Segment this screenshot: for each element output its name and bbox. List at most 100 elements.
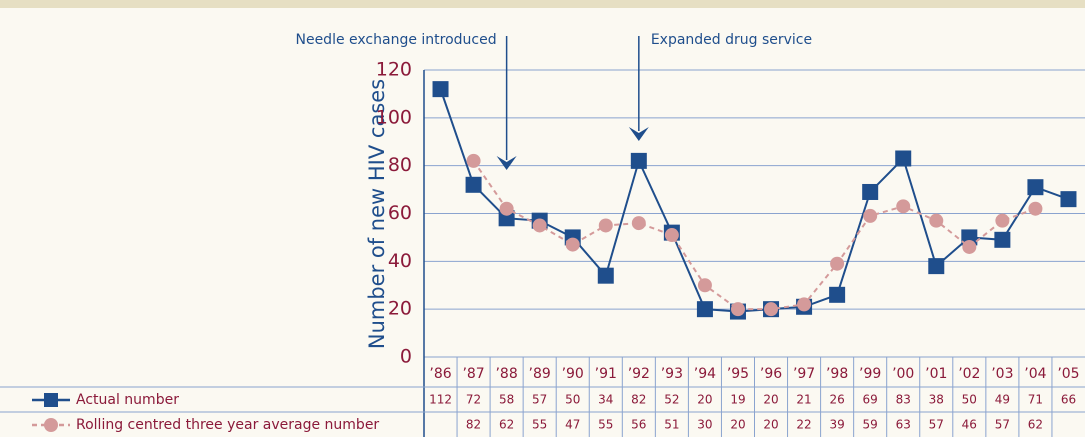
value-label: 20	[763, 393, 778, 407]
marker	[597, 267, 614, 284]
legend-label: Actual number	[76, 392, 179, 408]
value-label: 63	[896, 418, 911, 432]
value-label: 56	[631, 418, 646, 432]
x-tick-label: ’03	[991, 366, 1013, 382]
x-tick-label: ’99	[859, 366, 881, 382]
y-tick-label: 0	[400, 346, 412, 368]
marker	[994, 231, 1011, 248]
legend-marker	[44, 418, 58, 432]
marker	[630, 152, 647, 169]
top-band	[0, 0, 1085, 8]
value-label: 69	[863, 393, 878, 407]
y-tick-label: 20	[388, 298, 412, 320]
x-tick-label: ’05	[1057, 366, 1079, 382]
marker	[565, 237, 580, 252]
x-tick-label: ’96	[760, 366, 782, 382]
value-label: 72	[466, 393, 481, 407]
legend-label: Rolling centred three year average numbe…	[76, 417, 379, 433]
value-label: 20	[730, 418, 745, 432]
value-label: 62	[499, 418, 514, 432]
x-tick-label: ’87	[462, 366, 484, 382]
value-label: 34	[598, 393, 613, 407]
marker	[1028, 201, 1043, 216]
value-label: 51	[664, 418, 679, 432]
series-line	[472, 160, 1036, 311]
annotation-arrowhead	[628, 127, 649, 141]
x-tick-label: ’92	[628, 366, 650, 382]
marker	[929, 213, 944, 228]
x-tick-label: ’88	[495, 366, 517, 382]
x-tick-label: ’90	[562, 366, 584, 382]
value-label: 57	[929, 418, 944, 432]
marker	[895, 150, 912, 167]
value-label: 50	[565, 393, 580, 407]
marker	[664, 228, 679, 243]
marker	[466, 153, 481, 168]
marker	[830, 256, 845, 271]
annotation-arrowhead	[496, 156, 517, 170]
y-tick-label: 80	[388, 154, 412, 176]
legend-marker	[44, 393, 58, 407]
value-label: 20	[763, 418, 778, 432]
y-axis-label: Number of new HIV cases	[365, 79, 389, 349]
marker	[862, 183, 879, 200]
annotation: Expanded drug service	[651, 32, 812, 48]
value-label: 62	[1028, 418, 1043, 432]
value-label: 26	[829, 393, 844, 407]
value-label: 82	[631, 393, 646, 407]
y-tick-label: 60	[388, 202, 412, 224]
x-tick-label: ’97	[793, 366, 815, 382]
marker	[764, 302, 779, 317]
x-tick-label: ’89	[529, 366, 551, 382]
marker	[432, 81, 449, 98]
value-label: 39	[829, 418, 844, 432]
x-tick-label: ’95	[727, 366, 749, 382]
value-label: 66	[1061, 393, 1076, 407]
marker	[896, 199, 911, 214]
value-label: 22	[796, 418, 811, 432]
marker	[829, 286, 846, 303]
value-label: 59	[863, 418, 878, 432]
value-label: 46	[962, 418, 977, 432]
x-tick-label: ’93	[661, 366, 683, 382]
marker	[995, 213, 1010, 228]
value-label: 50	[962, 393, 977, 407]
value-label: 112	[429, 393, 452, 407]
marker	[928, 258, 945, 275]
x-tick-label: ’94	[694, 366, 716, 382]
marker	[962, 239, 977, 254]
marker	[797, 297, 812, 312]
value-label: 55	[532, 418, 547, 432]
value-label: 57	[532, 393, 547, 407]
value-label: 19	[730, 393, 745, 407]
marker	[863, 208, 878, 223]
x-tick-label: ’86	[429, 366, 451, 382]
marker	[532, 218, 547, 233]
value-label: 38	[929, 393, 944, 407]
x-tick-label: ’01	[925, 366, 947, 382]
value-label: 47	[565, 418, 580, 432]
value-label: 82	[466, 418, 481, 432]
value-label: 83	[896, 393, 911, 407]
value-label: 57	[995, 418, 1010, 432]
y-tick-label: 100	[376, 106, 412, 128]
marker	[730, 302, 745, 317]
marker	[1027, 179, 1044, 196]
x-tick-label: ’02	[958, 366, 980, 382]
value-label: 49	[995, 393, 1010, 407]
x-tick-label: ’00	[892, 366, 914, 382]
y-tick-label: 120	[376, 59, 412, 81]
value-label: 71	[1028, 393, 1043, 407]
marker	[598, 218, 613, 233]
annotation: Needle exchange introduced	[295, 32, 496, 48]
value-label: 58	[499, 393, 514, 407]
value-label: 20	[697, 393, 712, 407]
x-tick-label: ’91	[595, 366, 617, 382]
value-label: 21	[796, 393, 811, 407]
value-label: 55	[598, 418, 613, 432]
marker	[631, 216, 646, 231]
x-tick-label: ’04	[1024, 366, 1046, 382]
value-label: 30	[697, 418, 712, 432]
marker	[465, 176, 482, 193]
